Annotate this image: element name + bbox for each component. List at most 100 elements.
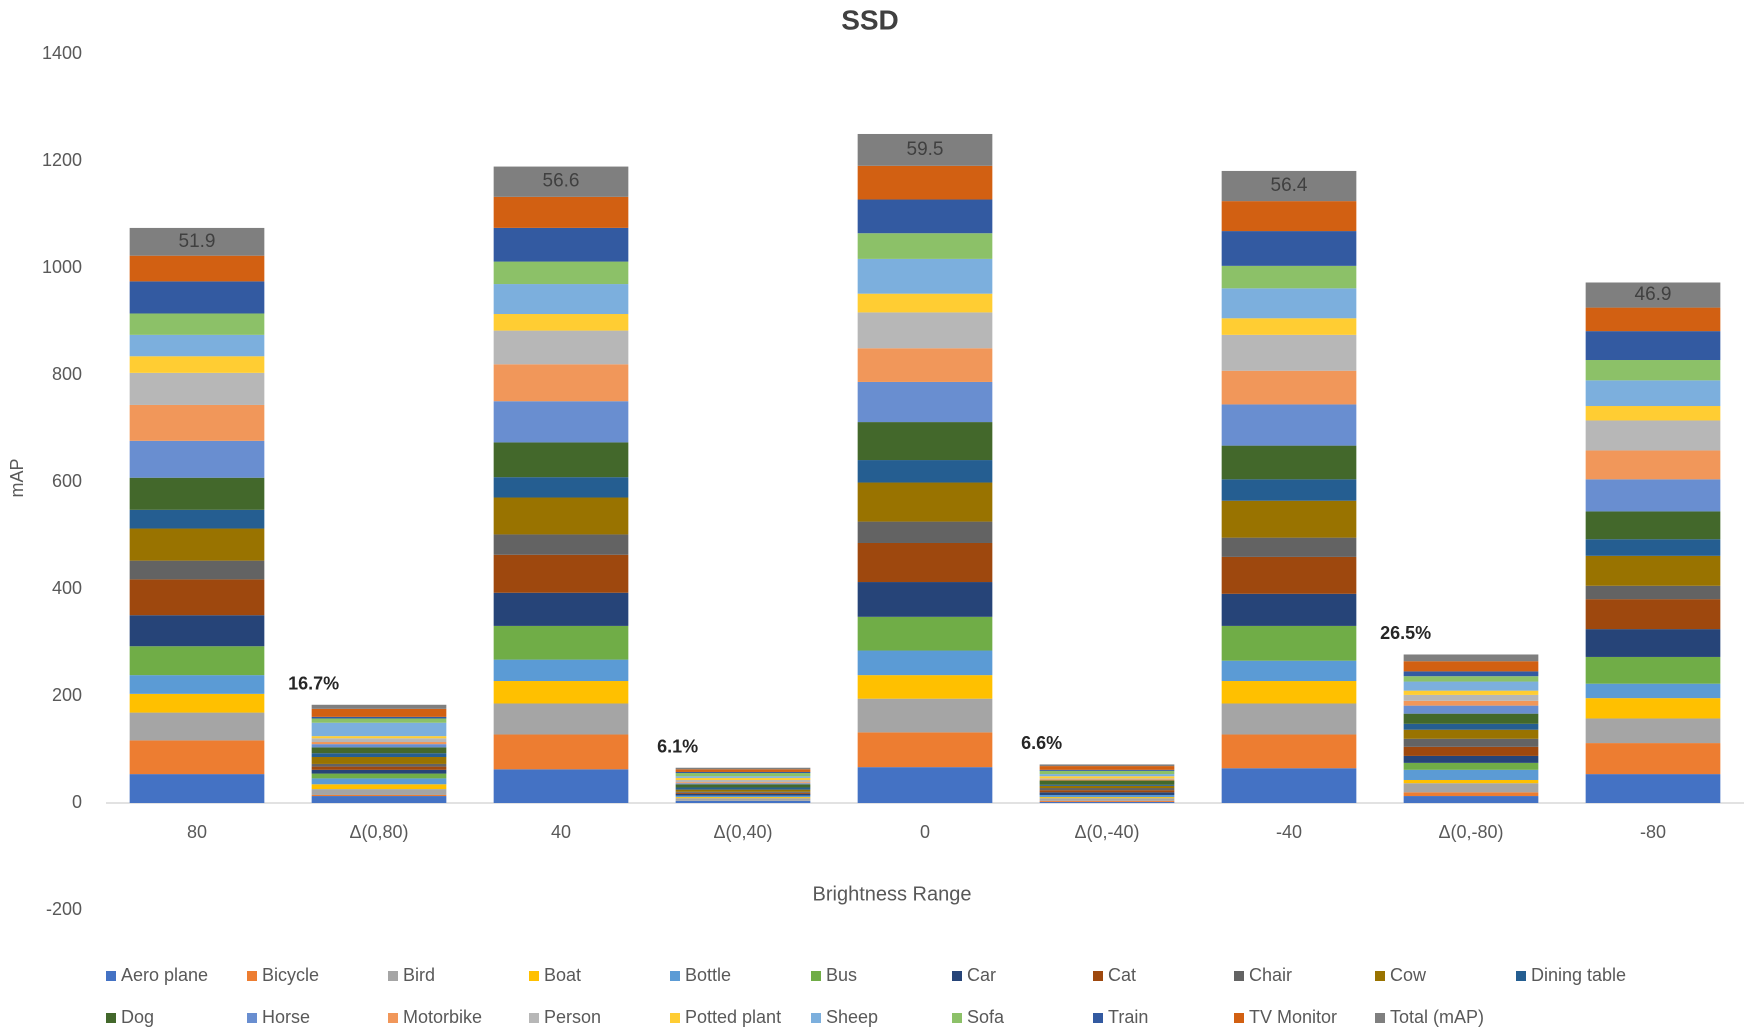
legend-swatch bbox=[670, 971, 680, 981]
legend-swatch bbox=[106, 1013, 116, 1023]
bar-segment bbox=[493, 166, 629, 197]
y-tick-label: 0 bbox=[72, 792, 82, 812]
bar-segment bbox=[311, 763, 447, 767]
legend-swatch bbox=[388, 971, 398, 981]
bar-segment bbox=[1585, 282, 1721, 308]
legend-label: Train bbox=[1108, 1007, 1148, 1027]
y-axis-label: mAP bbox=[7, 458, 27, 497]
y-tick-label: 400 bbox=[52, 578, 82, 598]
bar-segment bbox=[1403, 671, 1539, 677]
bar-segment bbox=[311, 773, 447, 779]
bar-segment bbox=[675, 792, 811, 794]
bar-segment bbox=[311, 704, 447, 709]
bar-segment bbox=[129, 477, 265, 510]
bar-segment bbox=[1221, 479, 1357, 501]
bar-segment bbox=[675, 789, 811, 792]
annotation: 26.5% bbox=[1380, 623, 1431, 643]
bar-segment bbox=[1403, 723, 1539, 730]
legend-label: Dining table bbox=[1531, 965, 1626, 985]
legend-label: Sheep bbox=[826, 1007, 878, 1027]
bar-segment bbox=[857, 233, 993, 259]
legend-swatch bbox=[1093, 1013, 1103, 1023]
bar-segment bbox=[1585, 539, 1721, 556]
bar-segment bbox=[1403, 769, 1539, 780]
bar-segment bbox=[493, 330, 629, 365]
legend-label: Total (mAP) bbox=[1390, 1007, 1484, 1027]
bar-segment bbox=[675, 798, 811, 801]
bar-segment bbox=[493, 261, 629, 285]
bar-segment bbox=[1039, 797, 1175, 799]
bar-segment bbox=[1039, 788, 1175, 791]
legend-label: Dog bbox=[121, 1007, 154, 1027]
bar-segment bbox=[1221, 703, 1357, 735]
bar-segment bbox=[493, 625, 629, 660]
bar-segment bbox=[1221, 231, 1357, 266]
bar-segment bbox=[857, 312, 993, 349]
bar-segment bbox=[857, 675, 993, 699]
bar-segment bbox=[311, 769, 447, 774]
legend-label: Aero plane bbox=[121, 965, 208, 985]
bar-segment bbox=[493, 227, 629, 262]
bar-segment bbox=[493, 401, 629, 443]
legend-swatch bbox=[388, 1013, 398, 1023]
bar-segment bbox=[129, 356, 265, 373]
bar-segment bbox=[311, 744, 447, 748]
bar-segment bbox=[311, 789, 447, 795]
bar-segment bbox=[1585, 331, 1721, 361]
bar-segment bbox=[1221, 556, 1357, 594]
bar-segment bbox=[311, 738, 447, 743]
bar-segment bbox=[1221, 265, 1357, 289]
bar-segment bbox=[675, 797, 811, 799]
data-label: 59.5 bbox=[907, 139, 944, 160]
x-tick-label: Δ(0,-40) bbox=[1074, 822, 1139, 842]
bar-segment bbox=[857, 767, 993, 803]
bar-segment bbox=[1403, 746, 1539, 756]
bar-segment bbox=[1585, 683, 1721, 699]
bar-segment bbox=[493, 284, 629, 315]
bar-segment bbox=[493, 477, 629, 498]
bar-segment bbox=[1039, 801, 1175, 803]
bar-segment bbox=[857, 650, 993, 676]
legend-swatch bbox=[811, 1013, 821, 1023]
x-tick-label: 80 bbox=[187, 822, 207, 842]
bar-segment bbox=[1403, 690, 1539, 695]
bar-segment bbox=[1039, 769, 1175, 771]
bar-segment bbox=[1585, 774, 1721, 803]
bar-segment bbox=[129, 774, 265, 803]
bar-segment bbox=[1403, 729, 1539, 739]
bar-segment bbox=[493, 534, 629, 555]
legend-swatch bbox=[1375, 1013, 1385, 1023]
bar-segment bbox=[1039, 798, 1175, 801]
legend-swatch bbox=[811, 971, 821, 981]
legend-label: Cat bbox=[1108, 965, 1136, 985]
bar-segment bbox=[1221, 537, 1357, 557]
bar-segment bbox=[1039, 792, 1175, 795]
bar-segment bbox=[129, 372, 265, 405]
bar-segment bbox=[493, 769, 629, 803]
bar-segment bbox=[675, 783, 811, 785]
bar-segment bbox=[1403, 783, 1539, 793]
bar-segment bbox=[675, 782, 811, 784]
bar-segment bbox=[675, 769, 811, 772]
x-tick-label: 0 bbox=[920, 822, 930, 842]
bar-segment bbox=[129, 255, 265, 282]
legend-swatch bbox=[106, 971, 116, 981]
bar-segment bbox=[675, 800, 811, 803]
bar-segment bbox=[857, 199, 993, 234]
bar-segment bbox=[493, 659, 629, 682]
bar-segment bbox=[1403, 661, 1539, 672]
legend-swatch bbox=[529, 971, 539, 981]
x-tick-label: Δ(0,-80) bbox=[1438, 822, 1503, 842]
bar-segment bbox=[129, 560, 265, 580]
bar-segment bbox=[129, 528, 265, 561]
bar-segment bbox=[1221, 625, 1357, 661]
bar-segment bbox=[675, 793, 811, 796]
bar-segment bbox=[1403, 705, 1539, 714]
bar-segment bbox=[1039, 776, 1175, 779]
bar-segment bbox=[1221, 170, 1357, 202]
bar-segment bbox=[1585, 479, 1721, 512]
bar-segment bbox=[857, 348, 993, 382]
legend-swatch bbox=[1375, 971, 1385, 981]
y-tick-label: 800 bbox=[52, 364, 82, 384]
